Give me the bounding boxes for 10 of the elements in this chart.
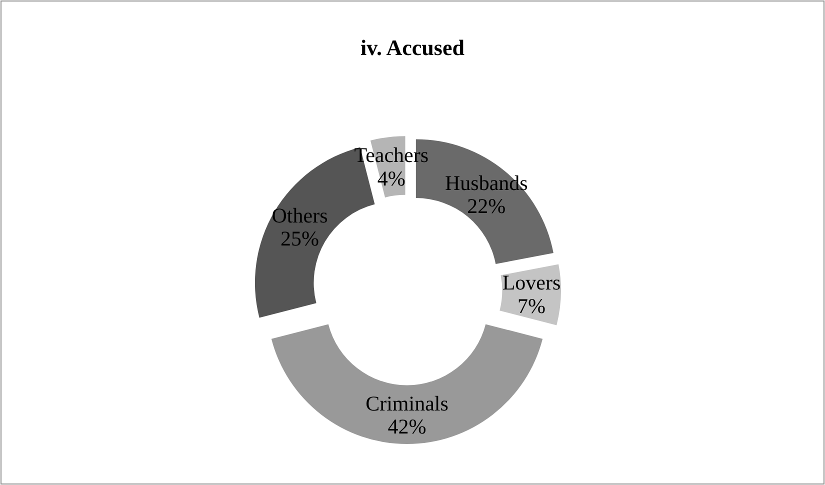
data-label: 25% <box>280 226 319 250</box>
data-label: 42% <box>388 414 426 438</box>
slice-label: Lovers <box>502 270 561 295</box>
slice-label: Others <box>272 203 328 228</box>
data-label: 4% <box>377 166 406 190</box>
data-label: 7% <box>518 294 546 318</box>
slice-label: Teachers <box>354 143 429 168</box>
chart-title: iv. Accused <box>360 35 464 60</box>
slice-label: Criminals <box>366 391 448 416</box>
data-label: 22% <box>467 194 506 218</box>
